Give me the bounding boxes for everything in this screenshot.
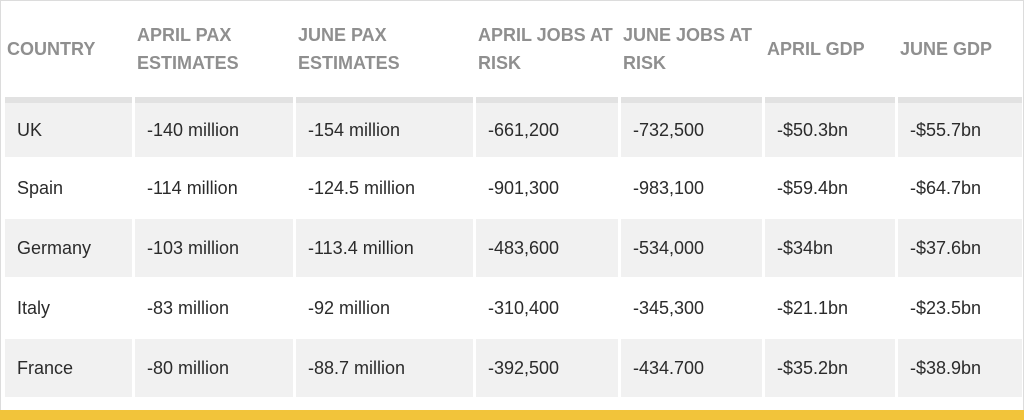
cell-april-gdp: -$35.2bn — [765, 339, 895, 397]
cell-april-pax: -114 million — [135, 159, 293, 217]
table-body: UK -140 million -154 million -661,200 -7… — [5, 97, 1022, 397]
column-header-country: COUNTRY — [5, 3, 132, 95]
table-row-germany: Germany -103 million -113.4 million -483… — [5, 219, 1022, 277]
table-row-italy: Italy -83 million -92 million -310,400 -… — [5, 279, 1022, 337]
cell-april-gdp: -$21.1bn — [765, 279, 895, 337]
column-header-april-gdp: APRIL GDP — [765, 3, 895, 95]
cell-country: Italy — [5, 279, 132, 337]
column-header-june-pax-estimates: JUNE PAX ESTIMATES — [296, 3, 473, 95]
cell-june-pax: -124.5 million — [296, 159, 473, 217]
cell-june-gdp: -$37.6bn — [898, 219, 1022, 277]
accent-bar — [0, 410, 1024, 420]
cell-june-jobs: -732,500 — [621, 97, 762, 157]
cell-april-pax: -103 million — [135, 219, 293, 277]
cell-june-gdp: -$55.7bn — [898, 97, 1022, 157]
cell-april-jobs: -661,200 — [476, 97, 618, 157]
cell-country: Spain — [5, 159, 132, 217]
table-row-uk: UK -140 million -154 million -661,200 -7… — [5, 97, 1022, 157]
cell-june-jobs: -345,300 — [621, 279, 762, 337]
table-row-spain: Spain -114 million -124.5 million -901,3… — [5, 159, 1022, 217]
column-header-april-pax-estimates: APRIL PAX ESTIMATES — [135, 3, 293, 95]
cell-country: France — [5, 339, 132, 397]
cell-april-gdp: -$34bn — [765, 219, 895, 277]
column-header-june-jobs-at-risk: JUNE JOBS AT RISK — [621, 3, 762, 95]
cell-april-jobs: -310,400 — [476, 279, 618, 337]
cell-april-jobs: -483,600 — [476, 219, 618, 277]
header-row: COUNTRY APRIL PAX ESTIMATES JUNE PAX EST… — [5, 3, 1022, 95]
cell-june-gdp: -$23.5bn — [898, 279, 1022, 337]
cell-june-gdp: -$64.7bn — [898, 159, 1022, 217]
cell-april-jobs: -392,500 — [476, 339, 618, 397]
column-header-april-jobs-at-risk: APRIL JOBS AT RISK — [476, 3, 618, 95]
cell-april-gdp: -$50.3bn — [765, 97, 895, 157]
column-header-june-gdp: JUNE GDP — [898, 3, 1022, 95]
cell-june-jobs: -534,000 — [621, 219, 762, 277]
cell-april-pax: -83 million — [135, 279, 293, 337]
cell-june-pax: -88.7 million — [296, 339, 473, 397]
cell-country: Germany — [5, 219, 132, 277]
cell-june-gdp: -$38.9bn — [898, 339, 1022, 397]
cell-april-pax: -140 million — [135, 97, 293, 157]
cell-june-pax: -92 million — [296, 279, 473, 337]
cell-june-pax: -154 million — [296, 97, 473, 157]
impact-estimates-table: COUNTRY APRIL PAX ESTIMATES JUNE PAX EST… — [2, 1, 1024, 399]
cell-june-jobs: -983,100 — [621, 159, 762, 217]
cell-april-jobs: -901,300 — [476, 159, 618, 217]
table-header: COUNTRY APRIL PAX ESTIMATES JUNE PAX EST… — [5, 3, 1022, 95]
cell-april-gdp: -$59.4bn — [765, 159, 895, 217]
cell-april-pax: -80 million — [135, 339, 293, 397]
cell-country: UK — [5, 97, 132, 157]
cell-june-pax: -113.4 million — [296, 219, 473, 277]
cell-june-jobs: -434.700 — [621, 339, 762, 397]
table-row-france: France -80 million -88.7 million -392,50… — [5, 339, 1022, 397]
